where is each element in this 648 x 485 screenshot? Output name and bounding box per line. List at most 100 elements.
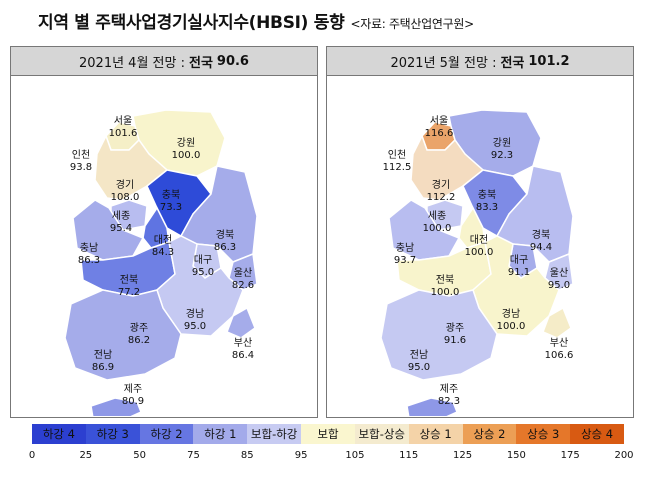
region-value-may: 94.4 (530, 242, 552, 253)
legend-item: 상승 1 (408, 424, 463, 444)
region-name-may: 대구 (510, 254, 528, 266)
region-shape-may (406, 397, 458, 416)
panel-april-heading: 2021년 4월 전망 : 전국 90.6 (11, 47, 317, 76)
region-value-may: 95.0 (408, 362, 430, 373)
region-value-may: 112.5 (383, 162, 412, 173)
region-value-april: 86.2 (128, 335, 150, 346)
region-value-april: 86.3 (214, 242, 236, 253)
scale-tick: 25 (79, 450, 93, 461)
region-value-april: 84.3 (152, 247, 174, 258)
region-name-april: 대구 (194, 254, 212, 266)
region-name-april: 전북 (120, 274, 138, 286)
region-name-may: 부산 (550, 337, 568, 349)
region-value-april: 86.9 (92, 362, 114, 373)
panel-may-heading-text: 2021년 5월 전망 : (390, 55, 497, 71)
region-shape-april (64, 289, 182, 381)
region-value-may: 91.6 (444, 335, 466, 346)
region-name-may: 경북 (532, 228, 550, 241)
region-name-april: 충남 (80, 242, 98, 254)
panel-april: 2021년 4월 전망 : 전국 90.6 서울 101.6 인천 93.8 강원 100… (10, 46, 318, 418)
region-name-april: 경기 (116, 178, 134, 191)
region-name-april: 전남 (94, 349, 112, 361)
scale-tick: 50 (133, 450, 146, 461)
region-name-april: 서울 (114, 115, 132, 127)
region-name-may: 서울 (430, 115, 448, 127)
legend-item: 하강 2 (139, 424, 194, 444)
region-name-may: 광주 (446, 322, 464, 334)
region-name-may: 제주 (440, 383, 458, 395)
page-title: 지역 별 주택사업경기실사지수(HBSI) 동향 <자료: 주택산업연구원> (38, 8, 474, 33)
region-shape-may (388, 199, 461, 261)
panel-may-heading: 2021년 5월 전망 : 전국 101.2 (327, 47, 633, 76)
panel-may-national-label: 전국 (500, 55, 525, 71)
region-value-may: 116.6 (425, 128, 454, 139)
region-value-may: 95.0 (548, 280, 570, 291)
region-name-may: 전북 (436, 274, 454, 286)
region-shape-april (226, 306, 256, 339)
region-name-april: 충북 (162, 189, 180, 201)
region-shape-april (228, 252, 258, 291)
legend-item: 상승 3 (516, 424, 571, 444)
region-value-april: 108.0 (111, 192, 140, 203)
region-value-may: 112.2 (427, 192, 456, 203)
legend-item: 상승 2 (462, 424, 517, 444)
region-shape-may (544, 252, 574, 291)
legend-item: 보합 (301, 424, 355, 444)
region-name-may: 전남 (410, 349, 428, 361)
scale-tick: 150 (506, 450, 526, 461)
region-value-april: 100.0 (172, 150, 201, 161)
panel-april-heading-text: 2021년 4월 전망 : (79, 55, 185, 71)
region-shape-may (380, 289, 498, 381)
region-value-april: 86.4 (232, 350, 254, 361)
panel-may: 2021년 5월 전망 : 전국 101.2 서울 116.6 인천 112.5 강원 9… (326, 46, 634, 418)
region-name-may: 충북 (478, 189, 496, 201)
region-value-april: 77.2 (118, 287, 140, 298)
region-value-april: 95.0 (184, 321, 206, 332)
region-value-may: 91.1 (508, 267, 530, 278)
title-text: 지역 별 주택사업경기실사지수(HBSI) 동향 (38, 13, 345, 33)
region-name-may: 인천 (388, 149, 406, 161)
region-name-april: 경북 (216, 228, 234, 241)
region-value-may: 100.0 (497, 321, 526, 332)
region-name-may: 대전 (470, 234, 488, 246)
scale-tick: 0 (28, 450, 36, 461)
legend-item: 하강 1 (193, 424, 248, 444)
region-value-april: 95.0 (192, 267, 214, 278)
region-shape-april (72, 199, 145, 261)
panel-april-national-value: 90.6 (216, 53, 249, 69)
region-name-may: 경남 (502, 307, 520, 320)
region-value-may: 100.0 (465, 247, 494, 258)
scale-tick: 200 (614, 450, 634, 461)
region-name-april: 경남 (186, 307, 204, 320)
region-value-april: 93.8 (70, 162, 92, 173)
legend-item: 보합-상승 (354, 424, 409, 444)
region-value-may: 100.0 (423, 223, 452, 234)
region-name-april: 대전 (154, 234, 172, 246)
legend-item: 보합-하강 (247, 424, 302, 444)
region-name-april: 제주 (124, 383, 142, 395)
region-value-april: 95.4 (110, 223, 132, 234)
region-value-may: 83.3 (476, 202, 498, 213)
region-name-may: 울산 (550, 267, 568, 279)
legend: 하강 4 하강 3 하강 2 하강 1 보합-하강 보합 보합-상승 상승 1 상승 2 상승 3… (32, 424, 624, 444)
region-value-may: 82.3 (438, 396, 460, 407)
scale-tick: 85 (240, 450, 254, 461)
scale-tick: 75 (187, 450, 200, 461)
panel-may-national-value: 101.2 (528, 53, 570, 69)
panel-april-national-label: 전국 (188, 55, 213, 71)
region-shape-may (542, 306, 572, 339)
region-value-may: 93.7 (394, 255, 416, 266)
region-value-april: 82.6 (232, 280, 254, 291)
legend-item: 상승 4 (570, 424, 624, 444)
region-value-may: 106.6 (545, 350, 574, 361)
region-name-may: 충남 (396, 242, 414, 254)
region-name-may: 세종 (428, 210, 446, 222)
scale-tick: 105 (345, 450, 365, 461)
legend-item: 하강 4 (32, 424, 86, 444)
scale-tick: 125 (452, 450, 473, 461)
region-name-may: 강원 (493, 137, 511, 149)
region-name-may: 경기 (432, 178, 450, 191)
region-name-april: 인천 (72, 149, 90, 161)
region-name-april: 강원 (177, 137, 195, 149)
region-name-april: 울산 (234, 267, 252, 279)
